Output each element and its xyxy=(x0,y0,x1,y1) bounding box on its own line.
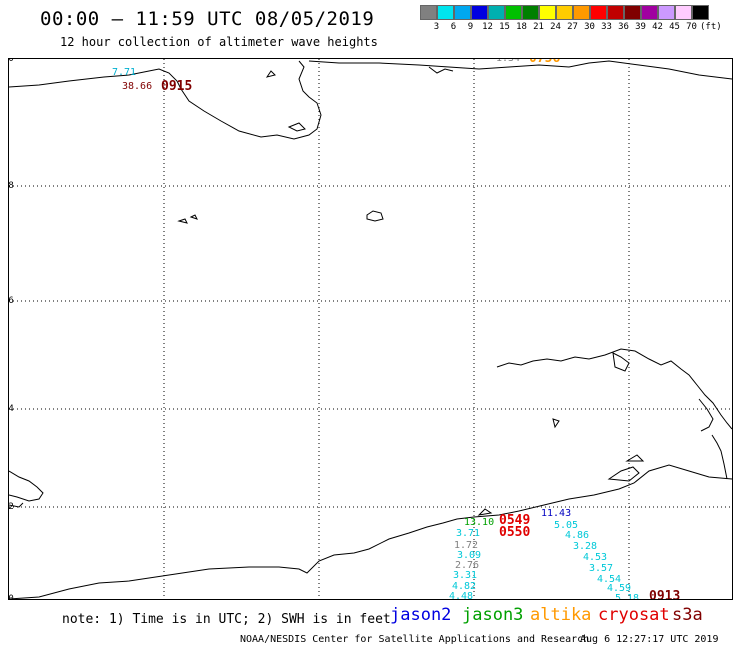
note-text: note: 1) Time is in UTC; 2) SWH is in fe… xyxy=(62,612,391,627)
scale-swatch xyxy=(437,5,454,20)
map-title: 00:00 – 11:59 UTC 08/05/2019 xyxy=(40,8,375,30)
wave-height-color-scale xyxy=(420,5,709,20)
map-canvas: 706866646260 165168171174177 7.7138.6609… xyxy=(3,51,733,613)
scale-label: 9 xyxy=(467,22,474,32)
scale-swatch xyxy=(675,5,692,20)
scale-label: 18 xyxy=(516,22,527,32)
scale-label: 24 xyxy=(550,22,561,32)
scale-label: 30 xyxy=(584,22,595,32)
scale-label: 3 xyxy=(433,22,440,32)
scale-swatch xyxy=(539,5,556,20)
wave-height-label: 4.86 xyxy=(565,530,589,541)
wave-height-label: 3.57 xyxy=(589,563,613,574)
scale-label: 12 xyxy=(482,22,493,32)
wave-height-label: 13.10 xyxy=(464,517,494,528)
scale-swatch xyxy=(420,5,437,20)
wave-height-label: 4.54 xyxy=(597,574,621,585)
wave-height-label: 0756 xyxy=(529,59,560,66)
wave-height-label: 2.76 xyxy=(455,560,479,571)
wave-height-label: 38.66 xyxy=(122,81,152,92)
graticule xyxy=(9,59,732,599)
legend-cryosat: cryosat xyxy=(598,605,670,625)
latitude-labels: 70 68 66 64 62 60 xyxy=(3,54,14,604)
coastline xyxy=(8,60,733,600)
map-subtitle: 12 hour collection of altimeter wave hei… xyxy=(60,35,378,49)
wave-height-label: 1.34 xyxy=(496,59,520,64)
scale-label: 70 xyxy=(686,22,697,32)
wave-height-label: 4.48 xyxy=(449,591,473,599)
latitude-label: 70 xyxy=(9,59,14,64)
wave-height-label: 3.71 xyxy=(456,528,480,539)
latitude-label: 66 xyxy=(9,296,14,306)
wave-height-label: 4.59 xyxy=(607,583,631,594)
wave-height-label: 11.43 xyxy=(541,508,571,519)
legend-jason3: jason3 xyxy=(462,605,524,625)
wave-height-label: 4.82 xyxy=(452,581,476,592)
scale-label: 45 xyxy=(669,22,680,32)
scale-label: 36 xyxy=(618,22,629,32)
scale-swatch xyxy=(505,5,522,20)
latitude-label: 62 xyxy=(9,502,14,512)
legend-s3a: s3a xyxy=(672,605,703,625)
scale-swatch xyxy=(624,5,641,20)
scale-swatch xyxy=(522,5,539,20)
altimeter-map: 706866646260 165168171174177 7.7138.6609… xyxy=(3,51,733,613)
wave-height-label: 3.28 xyxy=(573,541,597,552)
wave-height-label: 3.31 xyxy=(453,570,477,581)
wave-height-label: 5.18 xyxy=(615,593,639,599)
wave-height-label: 3.09 xyxy=(457,550,481,561)
wave-height-scale-labels: 3 6 9 12 15 18 21 24 27 30 33 36 39 42 45 70 (ft) xyxy=(428,22,722,32)
scale-swatch xyxy=(590,5,607,20)
scale-swatch xyxy=(658,5,675,20)
scale-label: 27 xyxy=(567,22,578,32)
wave-height-label: 0549 xyxy=(499,513,530,528)
scale-swatch xyxy=(471,5,488,20)
latitude-label: 64 xyxy=(9,404,14,414)
wave-height-label: 0915 xyxy=(161,79,192,94)
wave-height-label: 4.53 xyxy=(583,552,607,563)
wave-height-observations: 7.7138.6609151.34075611.435.054.863.284.… xyxy=(112,51,680,604)
scale-label: (ft) xyxy=(700,22,722,32)
scale-swatch xyxy=(607,5,624,20)
scale-swatch xyxy=(692,5,709,20)
wave-height-label: 5.05 xyxy=(554,520,578,531)
legend-altika: altika xyxy=(530,605,592,625)
footer-timestamp: Aug 6 12:27:17 UTC 2019 xyxy=(580,634,719,645)
latitude-label: 68 xyxy=(9,181,14,191)
scale-label: 39 xyxy=(635,22,646,32)
wave-height-label: 1.72 xyxy=(454,540,478,551)
scale-label: 33 xyxy=(601,22,612,32)
scale-swatch xyxy=(488,5,505,20)
wave-height-label: 7.71 xyxy=(112,67,136,78)
scale-label: 6 xyxy=(450,22,457,32)
scale-label: 42 xyxy=(652,22,663,32)
latitude-label: 60 xyxy=(9,594,14,599)
scale-swatch xyxy=(556,5,573,20)
scale-swatch xyxy=(454,5,471,20)
legend-jason2: jason2 xyxy=(390,605,452,625)
scale-swatch xyxy=(641,5,658,20)
footer-credit: NOAA/NESDIS Center for Satellite Applica… xyxy=(240,634,590,645)
scale-label: 21 xyxy=(533,22,544,32)
wave-height-label: 0913 xyxy=(649,589,680,599)
wave-height-label: 0550 xyxy=(499,525,530,540)
scale-swatch xyxy=(573,5,590,20)
scale-label: 15 xyxy=(499,22,510,32)
